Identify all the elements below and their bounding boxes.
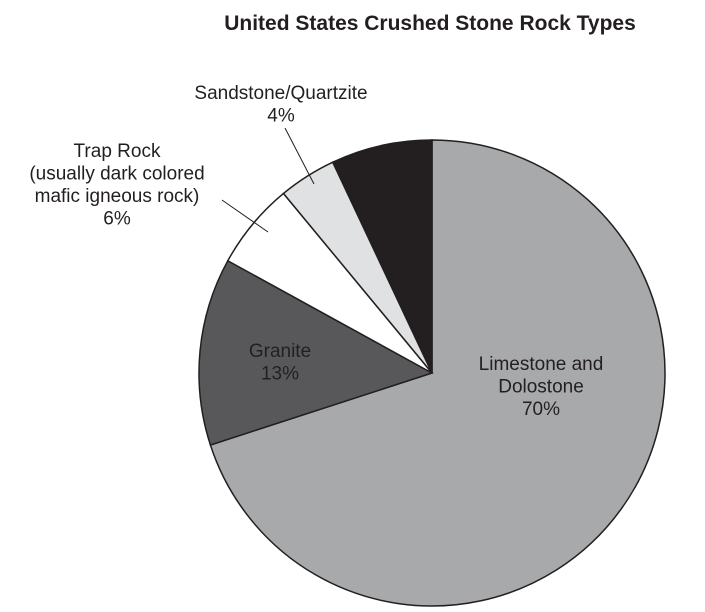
slice-label: Limestone and Dolostone: [479, 354, 604, 398]
value-label: 7%: [379, 200, 407, 221]
pie-slice: [331, 139, 433, 374]
chart-title: United States Crushed Stone Rock Types: [224, 12, 636, 35]
slice-label: Trap Rock (usually dark colored mafic igne…: [29, 141, 204, 207]
leader-line: [284, 127, 315, 185]
value-label: 4%: [267, 106, 295, 127]
value-label: 70%: [522, 399, 560, 420]
value-label: 13%: [261, 364, 299, 385]
pie-slice: [198, 259, 434, 446]
slice-label: Granite: [249, 341, 311, 362]
leader-line: [221, 199, 269, 233]
slice-label: Other: [369, 177, 417, 198]
slice-label: Sandstone/Quartzite: [194, 83, 367, 104]
value-label: 6%: [103, 209, 131, 230]
pie-slice: [209, 139, 666, 607]
